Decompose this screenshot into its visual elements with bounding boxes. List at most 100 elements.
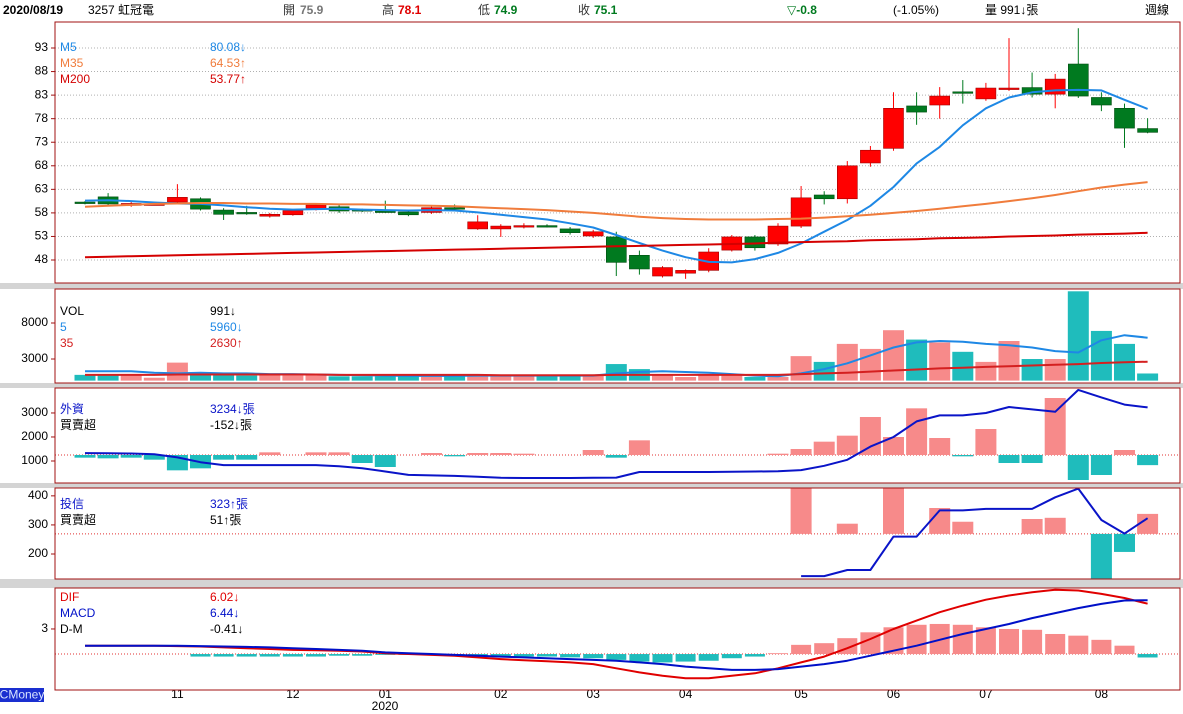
candle-body (952, 91, 974, 94)
y-tick-label: 93 (35, 40, 49, 54)
bar (490, 453, 512, 455)
header-date: 2020/08/19 (3, 3, 63, 17)
legend-name: 投信 (60, 496, 84, 511)
bar (859, 417, 881, 455)
panel-frame (54, 587, 1181, 691)
bar (744, 654, 765, 657)
candle-body (467, 221, 489, 230)
bar (836, 435, 858, 455)
bar (97, 455, 119, 459)
bar (143, 455, 165, 460)
bar (166, 362, 188, 381)
bar (790, 356, 812, 381)
bar (190, 374, 211, 381)
header-change-pct: (-1.05%) (893, 3, 939, 17)
bar (652, 374, 673, 381)
line-series (85, 599, 1148, 671)
candle-body (767, 225, 789, 245)
bar (375, 654, 396, 655)
legend-name: DIF (60, 590, 79, 604)
legend-value: 64.53↑ (210, 56, 246, 70)
bar (374, 455, 396, 467)
bar (1067, 455, 1089, 480)
candle-body (860, 149, 881, 164)
y-tick-label: 200 (28, 546, 48, 560)
bar (259, 374, 281, 381)
candle-body (398, 211, 419, 216)
bar (791, 644, 812, 655)
bar (628, 440, 650, 455)
bar (675, 377, 697, 381)
bar (813, 441, 835, 455)
candle-body (1091, 97, 1112, 106)
x-tick-label: 01 (379, 687, 393, 701)
y-tick-label: 63 (35, 182, 49, 196)
candle-body (282, 210, 304, 216)
bar (513, 453, 535, 455)
panel-frame (54, 288, 1181, 384)
bar (1091, 639, 1112, 655)
bar (836, 523, 858, 534)
bar (536, 375, 558, 381)
y-tick-label: 78 (35, 111, 49, 125)
bar (374, 376, 396, 381)
y-tick-label: 3000 (21, 405, 48, 419)
header-close-label: 收 (578, 3, 590, 17)
candle-body (490, 225, 512, 230)
bar (883, 488, 904, 534)
legend-name: VOL (60, 304, 84, 318)
bar (1068, 635, 1089, 655)
bar (767, 377, 789, 381)
bar (213, 654, 234, 657)
y-tick-label: 83 (35, 87, 49, 101)
bar (998, 341, 1020, 381)
candle-body (1114, 108, 1135, 129)
bar (328, 452, 350, 455)
bar (1021, 359, 1043, 381)
y-tick-label: 88 (35, 64, 49, 78)
y-tick-label: 400 (28, 488, 48, 502)
panel-plot (55, 588, 1180, 680)
legend-value: 991↓ (210, 304, 236, 318)
legend-value: 6.44↓ (210, 606, 239, 620)
candle-body (167, 197, 188, 203)
bar (1044, 359, 1066, 381)
y-tick-label: 53 (35, 229, 49, 243)
bar (1090, 533, 1112, 579)
x-tick-label: 04 (679, 687, 693, 701)
bar (1137, 654, 1158, 658)
legend-name: 買賣超 (60, 417, 96, 432)
header-stock: 3257 虹冠電 (88, 3, 154, 17)
bar (883, 330, 904, 381)
y-tick-label: 3000 (21, 351, 48, 365)
bar (768, 653, 788, 655)
candle-body (998, 87, 1020, 90)
bar (213, 374, 235, 381)
legend-name: 35 (60, 336, 74, 350)
legend-value: 80.08↓ (210, 40, 246, 54)
x-tick-label: 12 (286, 687, 300, 701)
header-volume: 量 991↓張 (985, 3, 1038, 17)
bar (952, 521, 974, 534)
candle-body (675, 270, 696, 274)
candle-body (929, 95, 951, 106)
legend-value: 2630↑ (210, 336, 243, 350)
bar (97, 374, 119, 381)
bar (1137, 373, 1159, 381)
candle-body (374, 210, 396, 213)
bar (513, 654, 534, 657)
legend-value: -0.41↓ (210, 622, 243, 636)
bar (952, 624, 973, 655)
candle-body (559, 228, 581, 233)
line-series (85, 588, 1148, 680)
x-tick-label: 11 (171, 687, 184, 701)
panel-gap (0, 283, 1183, 289)
bar (74, 455, 96, 458)
candle-body (213, 209, 234, 215)
candle-body (629, 254, 650, 270)
bar (952, 351, 974, 381)
panel-frame (54, 21, 1181, 284)
bar (120, 374, 142, 381)
bar (906, 624, 927, 655)
candle-body (1068, 63, 1089, 97)
